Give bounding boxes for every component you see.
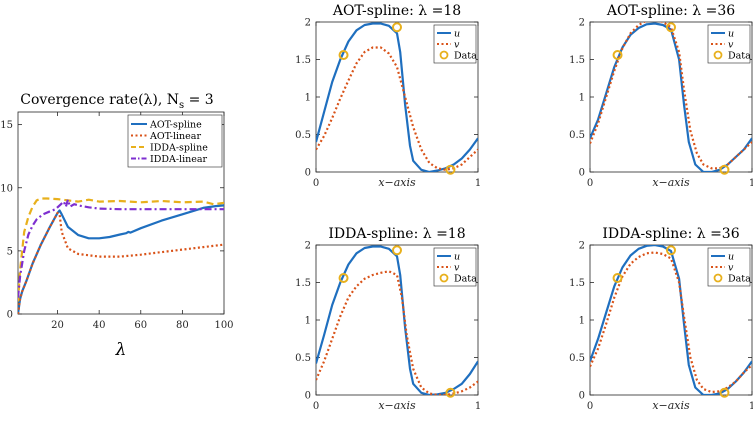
y-tick-label: 1 bbox=[305, 316, 311, 327]
y-tick-label: 10 bbox=[0, 183, 13, 194]
chart-title: AOT-spline: λ =36 bbox=[606, 3, 735, 19]
legend-label: AOT-spline bbox=[149, 120, 202, 131]
series-line-v bbox=[316, 46, 478, 171]
x-axis-label: x−axis bbox=[378, 176, 416, 189]
legend-label: AOT-linear bbox=[149, 131, 201, 142]
y-tick-label: 0.5 bbox=[569, 130, 585, 141]
data-marker bbox=[392, 245, 402, 256]
legend-label: Data bbox=[728, 51, 751, 62]
x-tick-label: 1 bbox=[749, 178, 753, 189]
legend-label: Data bbox=[454, 51, 477, 62]
data-marker bbox=[445, 164, 456, 175]
data-marker bbox=[666, 22, 676, 33]
x-tick-label: 40 bbox=[93, 320, 106, 331]
chart-title: IDDA-spline: λ =18 bbox=[328, 226, 465, 242]
legend-swatch bbox=[713, 273, 723, 283]
y-tick-label: 1 bbox=[579, 316, 585, 327]
y-tick-label: 1 bbox=[579, 93, 585, 104]
legend-label: u bbox=[454, 252, 460, 263]
x-tick-label: 20 bbox=[51, 320, 64, 331]
legend-label: v bbox=[728, 263, 734, 274]
y-tick-label: 0 bbox=[579, 168, 585, 179]
x-tick-label: 1 bbox=[475, 178, 481, 189]
legend-swatch bbox=[713, 50, 723, 60]
legend-label: u bbox=[728, 252, 734, 263]
y-tick-label: 0.5 bbox=[295, 353, 311, 364]
x-tick-label: 0 bbox=[587, 178, 593, 189]
data-marker bbox=[719, 164, 730, 175]
y-tick-label: 0 bbox=[7, 310, 13, 321]
data-marker bbox=[338, 273, 349, 283]
y-tick-label: 2 bbox=[305, 241, 311, 252]
y-tick-label: 0 bbox=[305, 391, 311, 402]
series-line-AOT-spline bbox=[18, 204, 224, 314]
legend-label: v bbox=[454, 263, 460, 274]
chart-title: IDDA-spline: λ =36 bbox=[602, 226, 739, 242]
data-marker bbox=[445, 387, 456, 398]
x-axis-label: x−axis bbox=[652, 399, 690, 412]
legend-label: v bbox=[454, 40, 460, 51]
x-axis-label: λ bbox=[115, 340, 127, 360]
x-axis-label: x−axis bbox=[378, 399, 416, 412]
y-tick-label: 15 bbox=[0, 120, 13, 131]
series-line-IDDA-linear bbox=[18, 198, 224, 298]
data-marker bbox=[612, 50, 623, 60]
y-tick-label: 0.5 bbox=[295, 130, 311, 141]
series-line-v bbox=[316, 270, 478, 395]
data-marker bbox=[612, 273, 623, 283]
y-tick-label: 1 bbox=[305, 93, 311, 104]
y-tick-label: 1.5 bbox=[295, 55, 311, 66]
legend-label: u bbox=[454, 29, 460, 40]
x-tick-label: 100 bbox=[214, 320, 233, 331]
x-tick-label: 60 bbox=[134, 320, 147, 331]
legend-label: u bbox=[728, 29, 734, 40]
x-axis-label: x−axis bbox=[652, 176, 690, 189]
chart-idda36: 0 0.5 1 1.5 2 0 1 IDDA-spline: λ =36 x−axis uvDat… bbox=[569, 226, 753, 412]
y-tick-label: 1.5 bbox=[569, 55, 585, 66]
y-tick-label: 5 bbox=[7, 246, 13, 257]
series-line-u bbox=[316, 245, 478, 395]
legend-swatch bbox=[439, 273, 449, 283]
legend-label: IDDA-spline bbox=[150, 143, 208, 154]
y-tick-label: 0.5 bbox=[569, 353, 585, 364]
data-marker bbox=[719, 387, 730, 398]
series-line-IDDA-spline bbox=[18, 197, 224, 302]
legend-swatch bbox=[439, 50, 449, 60]
legend-label: IDDA-linear bbox=[150, 154, 208, 165]
x-tick-label: 0 bbox=[313, 401, 319, 412]
chart-title: Covergence rate(λ), Ns = 3 bbox=[20, 92, 213, 111]
legend-label: v bbox=[728, 40, 734, 51]
series-line-u bbox=[590, 245, 752, 395]
data-marker bbox=[392, 22, 402, 33]
x-tick-label: 1 bbox=[749, 401, 753, 412]
chart-title: AOT-spline: λ =18 bbox=[332, 3, 461, 19]
x-tick-label: 1 bbox=[475, 401, 481, 412]
legend-label: Data bbox=[728, 274, 751, 285]
x-tick-label: 0 bbox=[587, 401, 593, 412]
y-tick-label: 2 bbox=[305, 18, 311, 29]
y-tick-label: 2 bbox=[579, 241, 585, 252]
y-tick-label: 1.5 bbox=[295, 278, 311, 289]
data-marker bbox=[338, 50, 349, 60]
x-tick-label: 80 bbox=[176, 320, 189, 331]
x-tick-label: 0 bbox=[313, 178, 319, 189]
y-tick-label: 1.5 bbox=[569, 278, 585, 289]
legend-label: Data bbox=[454, 274, 477, 285]
y-tick-label: 2 bbox=[579, 18, 585, 29]
chart-idda18: 0 0.5 1 1.5 2 0 1 IDDA-spline: λ =18 x−axis uvDat… bbox=[295, 226, 481, 412]
chart-conv: 0 5 10 15 20 40 60 80 100 Covergence rate(λ), Ns … bbox=[0, 92, 233, 360]
y-tick-label: 0 bbox=[579, 391, 585, 402]
data-marker bbox=[666, 245, 676, 256]
legend: AOT-splineAOT-linearIDDA-splineIDDA-line… bbox=[127, 114, 223, 168]
y-tick-label: 0 bbox=[305, 168, 311, 179]
